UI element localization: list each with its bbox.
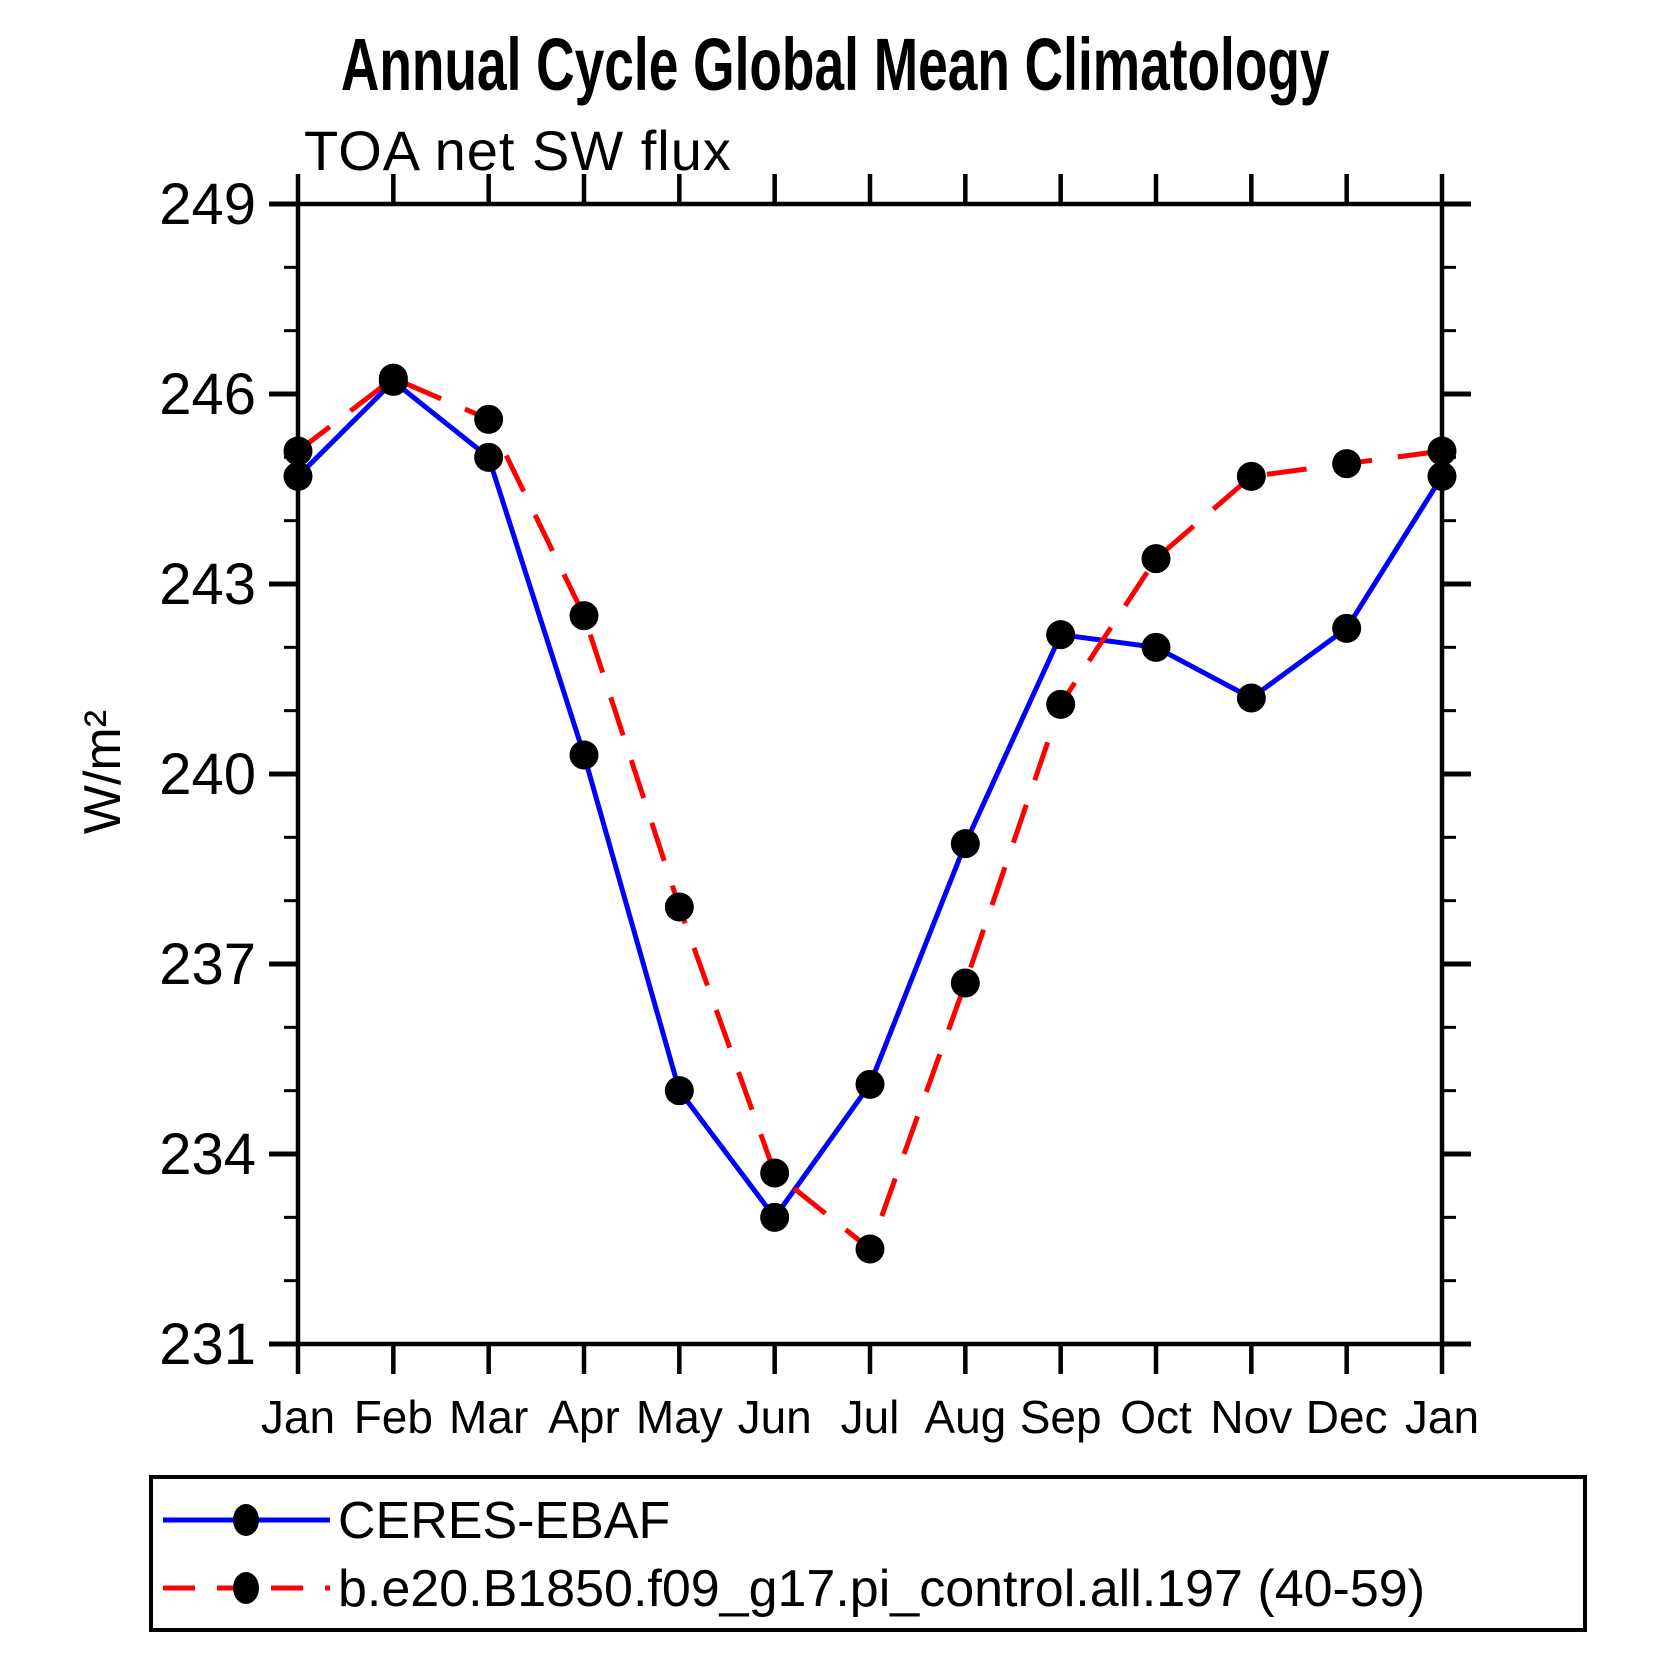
data-point-marker: [569, 601, 599, 631]
x-tick-label: Dec: [1306, 1391, 1388, 1443]
data-point-marker: [378, 363, 408, 393]
data-point-marker: [474, 404, 504, 434]
data-point-marker: [1236, 683, 1266, 713]
chart-subtitle: TOA net SW flux: [304, 119, 732, 182]
markers-group: [283, 363, 1457, 1264]
data-point-marker: [1141, 632, 1171, 662]
data-point-marker: [950, 968, 980, 998]
data-point-marker: [1332, 449, 1362, 479]
x-tick-label: Jan: [1405, 1391, 1479, 1443]
plot-frame: [295, 201, 1445, 1347]
data-point-marker: [1141, 544, 1171, 574]
x-tick-label: Mar: [449, 1391, 528, 1443]
data-point-marker: [1046, 620, 1076, 650]
data-point-marker: [1332, 613, 1362, 643]
y-tick-label: 249: [159, 172, 256, 237]
data-point-marker: [1427, 436, 1457, 466]
series-group: [296, 375, 1445, 1252]
y-axis-label: W/m²: [74, 710, 132, 834]
legend-marker: [233, 1572, 259, 1604]
x-tick-label: Oct: [1120, 1391, 1192, 1443]
legend-label: CERES-EBAF: [338, 1492, 670, 1550]
chart-title: Annual Cycle Global Mean Climatology: [341, 23, 1330, 106]
data-point-marker: [950, 829, 980, 859]
title-group: Annual Cycle Global Mean Climatology TOA…: [304, 23, 1330, 182]
y-tick-label: 243: [159, 552, 256, 617]
data-point-marker: [1236, 461, 1266, 491]
y-tick-label: 246: [159, 362, 256, 427]
data-point-marker: [664, 1076, 694, 1106]
x-tick-label: Apr: [548, 1391, 620, 1443]
y-tick-label: 240: [159, 742, 256, 807]
data-point-marker: [283, 461, 313, 491]
series-line-1: [296, 375, 1443, 1252]
legend-group: CERES-EBAF b.e20.B1850.f09_g17.pi_control…: [149, 1475, 1587, 1632]
legend-marker: [233, 1504, 259, 1536]
x-tick-label: May: [636, 1391, 723, 1443]
axes-group: 231 234 237 240 243 246 249 Jan Feb Mar Apr May Jun J…: [74, 172, 1479, 1443]
data-point-marker: [283, 436, 313, 466]
legend-box: [149, 1475, 1587, 1632]
data-point-marker: [1427, 461, 1457, 491]
x-tick-label: Feb: [354, 1391, 433, 1443]
y-tick-label: 231: [159, 1312, 256, 1377]
y-tick-label: 237: [159, 932, 256, 997]
y-tick-label: 234: [159, 1122, 256, 1187]
data-point-marker: [855, 1069, 885, 1099]
data-point-marker: [569, 740, 599, 770]
data-point-marker: [760, 1202, 790, 1232]
x-tick-label: Nov: [1210, 1391, 1292, 1443]
data-point-marker: [855, 1234, 885, 1264]
x-tick-label: Jul: [841, 1391, 900, 1443]
x-tick-label: Jan: [261, 1391, 335, 1443]
data-point-marker: [474, 442, 504, 472]
data-point-marker: [664, 892, 694, 922]
data-point-marker: [1046, 689, 1076, 719]
legend-label: b.e20.B1850.f09_g17.pi_control.all.197 (…: [338, 1560, 1425, 1618]
x-tick-label: Jun: [738, 1391, 812, 1443]
x-tick-label: Aug: [924, 1391, 1006, 1443]
data-point-marker: [760, 1158, 790, 1188]
x-tick-label: Sep: [1020, 1391, 1102, 1443]
